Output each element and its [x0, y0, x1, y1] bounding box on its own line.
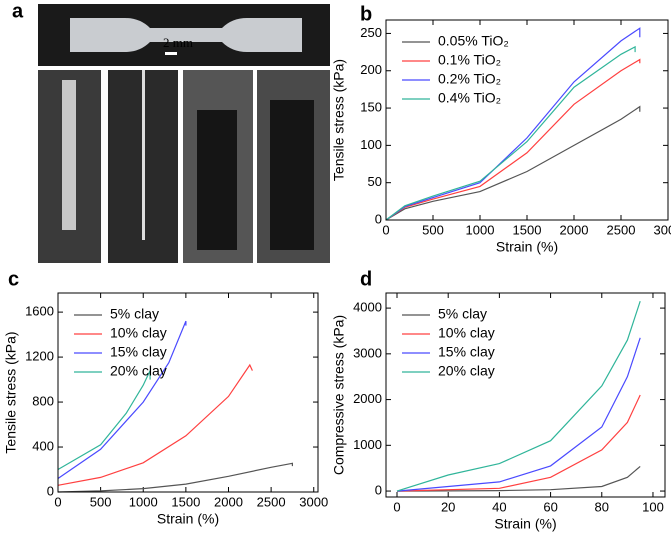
x-tick-label: 1500 — [171, 494, 200, 509]
x-tick-label: 2000 — [214, 494, 243, 509]
line — [57, 370, 151, 471]
panel-label: c — [8, 268, 19, 290]
x-tick-label: 1000 — [466, 222, 495, 237]
specimen — [142, 70, 145, 240]
axes-frame — [385, 292, 666, 498]
y-tick-label: 1600 — [25, 304, 54, 319]
legend-label: 5% clay — [110, 306, 159, 322]
panel-label: b — [360, 3, 372, 25]
y-tick-label: 4000 — [353, 300, 382, 315]
line — [385, 58, 641, 221]
y-tick-label: 800 — [32, 393, 54, 408]
x-tick-label: 2500 — [607, 222, 636, 237]
scale-label: 2 mm — [163, 35, 193, 50]
y-tick-label: 200 — [360, 62, 382, 77]
x-tick-label: 20 — [441, 499, 455, 514]
x-axis-title: Strain (%) — [496, 239, 558, 255]
y-tick-label: 3000 — [353, 345, 382, 360]
x-axis-title: Strain (%) — [494, 516, 556, 532]
x-tick-label: 3000 — [299, 494, 328, 509]
specimen — [70, 18, 302, 52]
legend-label: 10% clay — [438, 325, 495, 341]
scale-bar — [165, 52, 177, 55]
y-tick-label: 50 — [368, 174, 382, 189]
x-tick-label: 500 — [422, 222, 444, 237]
panel-label: d — [360, 268, 372, 290]
x-tick-label: 0 — [54, 494, 61, 509]
y-tick-label: 0 — [375, 211, 382, 226]
x-tick-label: 2000 — [560, 222, 589, 237]
legend-label: 20% clay — [110, 363, 167, 379]
line — [385, 27, 641, 221]
legend-label: 0.4% TiO₂ — [438, 90, 501, 106]
legend-label: 0.1% TiO₂ — [438, 52, 501, 68]
y-tick-label: 150 — [360, 99, 382, 114]
x-tick-label: 3000 — [654, 222, 671, 237]
x-tick-label: 500 — [90, 494, 112, 509]
x-tick-label: 2500 — [257, 494, 286, 509]
specimen — [270, 100, 314, 250]
line — [396, 301, 641, 492]
line — [57, 320, 187, 479]
panel-label: a — [12, 0, 24, 22]
line — [385, 105, 641, 221]
line — [57, 462, 293, 493]
y-axis-title: Tensile stress (kPa) — [331, 59, 347, 181]
x-tick-label: 1500 — [513, 222, 542, 237]
line — [396, 465, 641, 492]
x-tick-label: 60 — [543, 499, 557, 514]
line — [57, 363, 253, 486]
y-tick-label: 100 — [360, 137, 382, 152]
x-tick-label: 100 — [642, 499, 664, 514]
legend-label: 10% clay — [110, 325, 167, 341]
x-axis-title: Strain (%) — [157, 511, 219, 527]
line — [385, 45, 636, 221]
legend-label: 5% clay — [438, 306, 487, 322]
x-tick-label: 0 — [382, 222, 389, 237]
photos: 2 mm a — [12, 0, 330, 263]
line — [396, 394, 641, 492]
y-tick-label: 0 — [375, 482, 382, 497]
x-tick-label: 0 — [393, 499, 400, 514]
y-axis-title: Compressive stress (kPa) — [331, 315, 347, 475]
line — [396, 337, 641, 492]
axes-frame — [385, 19, 669, 221]
x-tick-label: 40 — [492, 499, 506, 514]
legend-label: 15% clay — [438, 344, 495, 360]
legend-label: 15% clay — [110, 344, 167, 360]
legend-label: 0.05% TiO₂ — [438, 33, 509, 49]
y-tick-label: 0 — [47, 483, 54, 498]
y-tick-label: 1200 — [25, 349, 54, 364]
y-tick-label: 2000 — [353, 391, 382, 406]
y-axis-title: Tensile stress (kPa) — [3, 331, 19, 453]
legend-label: 0.2% TiO₂ — [438, 71, 501, 87]
axes-frame — [57, 292, 319, 493]
y-tick-label: 1000 — [353, 437, 382, 452]
y-tick-label: 400 — [32, 438, 54, 453]
y-tick-label: 250 — [360, 25, 382, 40]
specimen — [197, 110, 237, 250]
x-tick-label: 80 — [595, 499, 609, 514]
legend-label: 20% clay — [438, 363, 495, 379]
specimen — [62, 80, 76, 230]
x-tick-label: 1000 — [129, 494, 158, 509]
